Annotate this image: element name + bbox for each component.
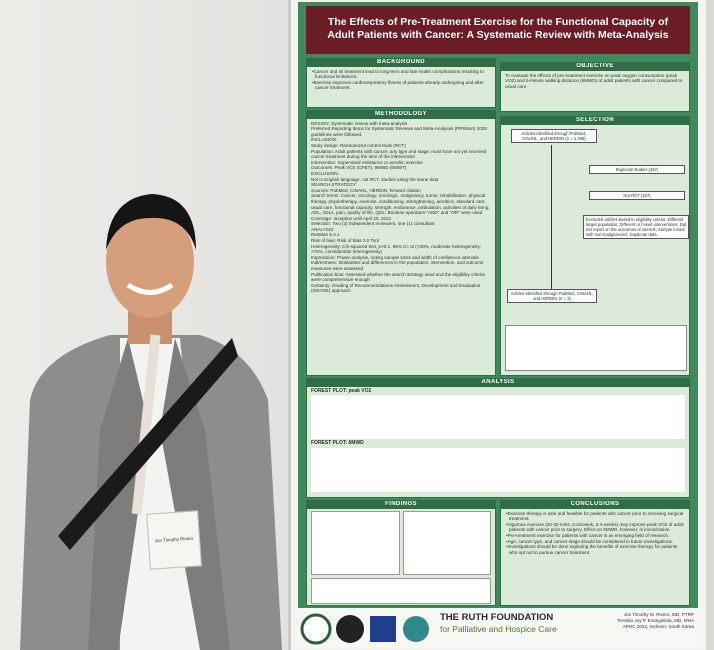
text-line: Study design: Randomized control trials … <box>311 142 406 148</box>
flow-box: Articles identified through PubMed, CINA… <box>507 289 597 303</box>
section-heading: ANALYSIS <box>307 379 689 387</box>
bullet-list: Exercise therapy is safe and feasible fo… <box>505 511 685 556</box>
forest-plot <box>311 447 685 492</box>
forest-plot <box>311 395 685 440</box>
text-line: Intervention: Supervised resistance or a… <box>311 159 423 165</box>
section-heading: METHODOLOGY <box>307 111 495 119</box>
section-heading: FINDINGS <box>307 501 495 509</box>
text-line: Investigations should be done exploring … <box>505 544 685 555</box>
background-section: BACKGROUND Cancer and its treatment lead… <box>306 58 496 108</box>
table <box>402 510 491 575</box>
flow-line <box>551 145 552 295</box>
foundation-subtitle: for Palliative and Hospice Care <box>440 624 557 634</box>
plot-title: FOREST PLOT: 6MWD <box>311 440 364 447</box>
text-line: Search terms: Cancer, oncology, oncologi… <box>311 193 490 216</box>
text-line: Not in English language, not RCT, studie… <box>311 176 439 182</box>
text-line: Cancer and its treatment lead to long-te… <box>311 69 491 80</box>
flow-box: Articles identified through PubMed, CINA… <box>511 129 597 143</box>
analysis-section: ANALYSIS FOREST PLOT: peak VO2 FOREST PL… <box>306 378 690 498</box>
method-list: DESIGN: Systematic review with meta-anal… <box>311 121 491 294</box>
text-line: Age, cancer type, and cancer stage shoul… <box>505 539 685 545</box>
text-line: Publication bias: Assessed whether the s… <box>311 271 485 283</box>
text-line: Imprecision: Power analysis, noting samp… <box>311 254 479 260</box>
text-line: ANALYSIS: <box>311 226 335 232</box>
poster-footer <box>298 608 698 648</box>
text-line: INCLUSION: <box>311 137 338 143</box>
text-line: EXCLUSION: <box>311 170 339 176</box>
foundation-name: THE RUTH FOUNDATION <box>440 612 554 623</box>
text-line: Risk of bias: Risk of Bias 2.0 Tool <box>311 238 379 244</box>
text-line: SEARCH STRATEGY: <box>311 182 357 188</box>
text-line: Exercise improves cardiorespiratory fitn… <box>311 80 491 91</box>
text-line: RevMan 5.4.1 <box>311 232 340 238</box>
text-line: DESIGN: Systematic review with meta-anal… <box>311 120 408 126</box>
person <box>20 194 282 650</box>
text-line: Sources: PubMed, CINAHL, HERDIN, forward… <box>311 187 421 193</box>
name-badge: Jon Timothy Rivero <box>146 510 202 570</box>
flow-box: Duplicate studies (157) <box>589 165 685 174</box>
section-heading: BACKGROUND <box>307 59 495 67</box>
findings-section: FINDINGS <box>306 500 496 606</box>
text-line: Jon Timothy M. Rivero, MD, PTRP <box>623 612 694 617</box>
text-line: Indirectness: Similarities and differenc… <box>311 260 484 272</box>
poster-title: The Effects of Pre-Treatment Exercise fo… <box>306 6 690 54</box>
authors: Jon Timothy M. Rivero, MD, PTRP Teresita … <box>592 612 694 630</box>
selection-section: SELECTION Articles identified through Pu… <box>500 116 690 376</box>
text-line: Outcomes: Peak VO2 (CPET), 6MWD (6MWT) <box>311 165 407 171</box>
text-line: Pre-treatment exercise for patients with… <box>505 533 685 539</box>
text-line: Coverage: Inception until April 20, 2021 <box>311 215 392 221</box>
logos <box>300 613 429 645</box>
plot-title: FOREST PLOT: peak VO2 <box>311 387 372 394</box>
text-line: Heterogeneity: Chi-squared test, p<0.1, … <box>311 243 482 255</box>
text-line: Teresita Joy P. Evangelista, MD, MHA <box>616 618 694 623</box>
text-line: Population: Adult patients with cancer; … <box>311 148 487 160</box>
text-line: Vigorous exercise (20-30 mins, 2-3x/week… <box>505 522 685 533</box>
section-heading: OBJECTIVE <box>501 63 689 71</box>
flow-box: Excluded articles based in eligibility c… <box>583 215 689 239</box>
findings-tables <box>311 510 491 575</box>
text-line: Preferred Reporting Items for Systematic… <box>311 126 487 137</box>
text-line: Exercise therapy is safe and feasible fo… <box>505 511 685 522</box>
flow-box: Not RCT (167) <box>589 191 685 200</box>
conclusions-section: CONCLUSIONS Exercise therapy is safe and… <box>500 500 690 606</box>
methodology-section: METHODOLOGY DESIGN: Systematic review wi… <box>306 110 496 376</box>
objective-text: To evaluate the effects of pre-treatment… <box>505 72 683 89</box>
table <box>311 510 400 575</box>
table <box>311 577 491 604</box>
text-line: APHC 2022, Incheon, South Korea <box>622 624 694 629</box>
text-line: Certainty: Grading of Recommendations As… <box>311 282 481 294</box>
study-table <box>505 325 687 371</box>
objective-section: OBJECTIVE To evaluate the effects of pre… <box>500 62 690 112</box>
section-heading: CONCLUSIONS <box>501 501 689 509</box>
bullet-list: Cancer and its treatment lead to long-te… <box>311 69 491 91</box>
text-line: Selection: Two (2) independent reviewers… <box>311 221 435 227</box>
section-heading: SELECTION <box>501 117 689 125</box>
